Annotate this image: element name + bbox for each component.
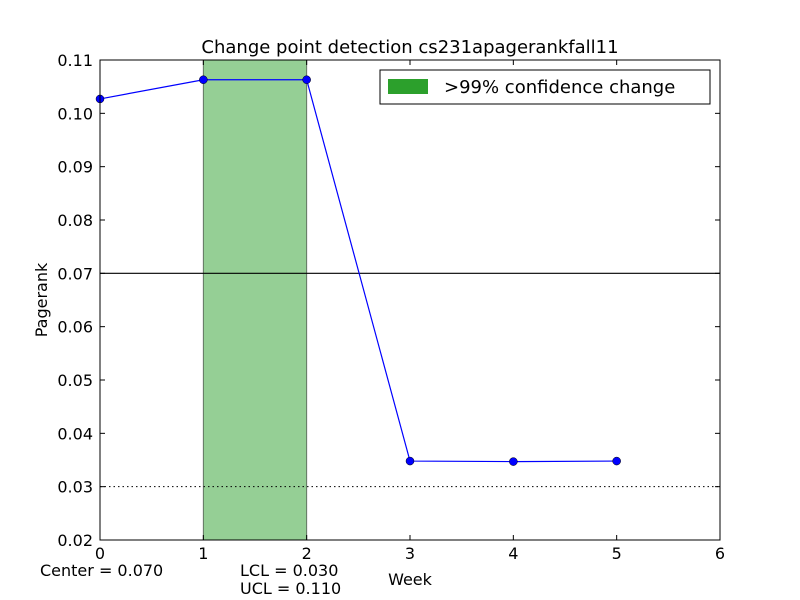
x-tick-label: 6 [715, 544, 725, 563]
data-point [509, 457, 518, 466]
data-point [612, 456, 621, 466]
center-stat: Center = 0.070 [40, 561, 164, 580]
y-tick-label: 0.03 [57, 478, 93, 497]
legend-swatch [388, 79, 428, 94]
series-line [99, 79, 617, 463]
y-tick-label: 0.08 [57, 211, 93, 230]
change-region [202, 59, 308, 541]
y-tick-label: 0.06 [57, 318, 93, 337]
x-tick-label: 2 [302, 544, 312, 563]
y-tick-label: 0.11 [57, 51, 93, 70]
chart-title: Change point detection cs231apagerankfal… [201, 37, 618, 58]
legend-box [379, 69, 711, 105]
y-tick-label: 0.02 [57, 531, 93, 550]
x-axis-label: Week [388, 570, 433, 589]
lcl-stat: LCL = 0.030 [240, 561, 339, 580]
legend-label: >99% confidence change [444, 77, 675, 98]
x-tick-label: 5 [612, 544, 622, 563]
y-tick-label: 0.04 [57, 424, 93, 443]
y-tick-label: 0.10 [57, 104, 93, 123]
ucl-stat: UCL = 0.110 [240, 579, 342, 598]
plot-frame [99, 59, 721, 541]
data-point [405, 456, 415, 466]
legend: >99% confidence change [379, 69, 711, 105]
x-tick-label: 0 [95, 544, 105, 563]
data-point [199, 75, 208, 84]
y-tick-label: 0.07 [57, 264, 93, 283]
x-tick-label: 4 [508, 544, 518, 563]
y-tick-label: 0.09 [57, 158, 93, 177]
data-point [302, 75, 311, 84]
x-tick-label: 3 [405, 544, 415, 563]
y-tick-label: 0.05 [57, 371, 93, 390]
x-tick-label: 1 [198, 544, 208, 563]
y-axis-label: Pagerank [32, 262, 51, 337]
